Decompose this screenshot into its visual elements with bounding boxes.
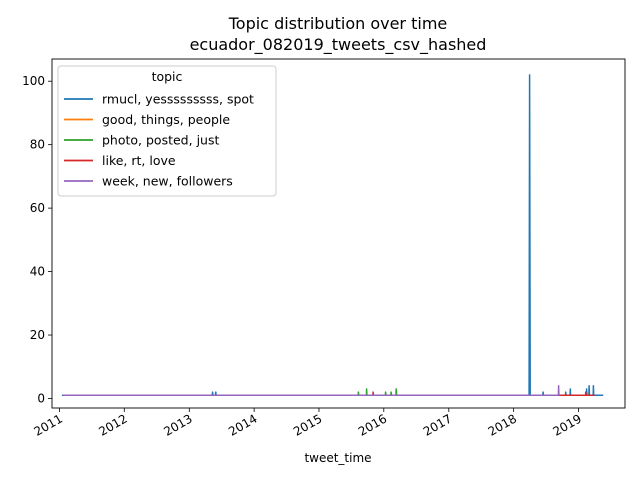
legend-title: topic xyxy=(152,69,183,84)
legend-label-3: like, rt, love xyxy=(102,153,176,168)
y-tick-label: 0 xyxy=(37,391,45,405)
y-axis: 0 20 40 60 80 100 xyxy=(22,74,52,405)
x-tick-label: 2019 xyxy=(551,411,584,438)
y-tick-label: 20 xyxy=(30,328,45,342)
x-tick-label: 2018 xyxy=(486,411,519,438)
x-tick-label: 2013 xyxy=(161,411,194,438)
x-axis-label: tweet_time xyxy=(304,451,371,465)
legend-label-2: photo, posted, just xyxy=(102,133,219,148)
legend-items: rmucl, yesssssssss, spot good, things, pe… xyxy=(64,92,254,189)
chart-title: Topic distribution over time xyxy=(228,14,448,33)
x-tick-label: 2011 xyxy=(32,411,65,438)
legend-box xyxy=(57,65,277,197)
x-tick-label: 2017 xyxy=(421,411,454,438)
x-tick-label: 2016 xyxy=(356,411,389,438)
series-line-4 xyxy=(62,385,560,397)
x-tick-label: 2012 xyxy=(96,411,129,438)
legend-label-4: week, new, followers xyxy=(102,174,233,189)
plot-frame xyxy=(51,58,626,409)
chart-subtitle: ecuador_082019_tweets_csv_hashed xyxy=(190,35,487,55)
y-tick-label: 100 xyxy=(22,74,45,88)
legend-label-1: good, things, people xyxy=(102,112,230,127)
y-tick-label: 80 xyxy=(30,138,45,152)
y-tick-label: 60 xyxy=(30,201,45,215)
series-line-2 xyxy=(357,388,398,397)
x-tick-label: 2014 xyxy=(226,411,259,438)
y-tick-label: 40 xyxy=(30,265,45,279)
plot-series xyxy=(61,74,604,397)
legend-label-0: rmucl, yesssssssss, spot xyxy=(102,92,254,107)
x-tick-label: 2015 xyxy=(291,411,324,438)
x-axis: 2011 2012 2013 2014 2015 2016 2017 2018 2019 xyxy=(32,408,584,439)
legend: topic rmucl, yesssssssss, spot good, thin… xyxy=(57,65,277,197)
